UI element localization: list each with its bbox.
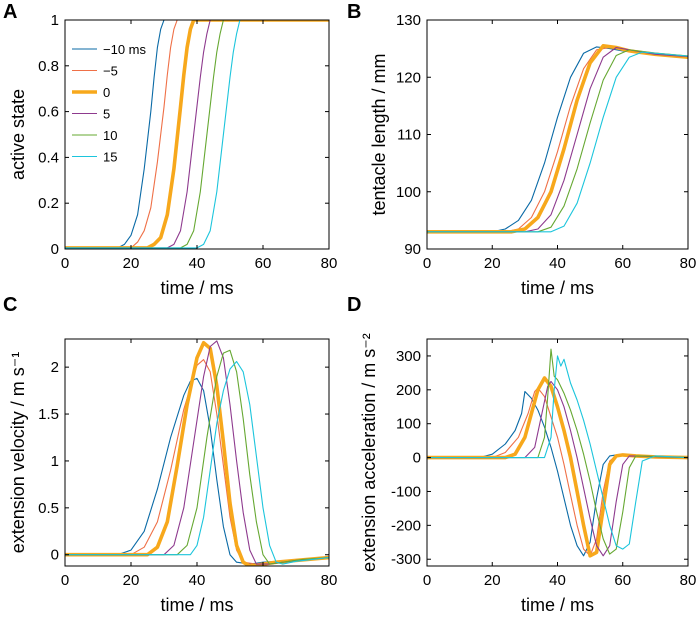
series-line-2 xyxy=(427,376,688,558)
x-tick-label: 20 xyxy=(123,255,140,272)
x-axis-label: time / ms xyxy=(160,595,233,615)
panel-label: A xyxy=(3,1,17,23)
x-tick-label: 80 xyxy=(680,255,697,272)
series-line-2 xyxy=(65,20,329,249)
legend-label: −5 xyxy=(103,64,118,79)
series-line-3 xyxy=(427,46,688,233)
series-line-3 xyxy=(427,380,688,557)
x-tick-label: 40 xyxy=(189,255,206,272)
series-line-1 xyxy=(427,46,688,233)
y-axis-label: extension acceleration / m s⁻² xyxy=(359,333,379,572)
y-tick-label: 1 xyxy=(51,453,59,470)
panel-b: B 0 20 40 60 80 90 100 110 120 130 time / ms tentacl… xyxy=(347,1,696,298)
panel-label: C xyxy=(3,294,17,316)
series-line-5 xyxy=(427,51,688,233)
panel-label: B xyxy=(347,1,361,23)
y-tick-label: 300 xyxy=(396,348,421,365)
x-tick-label: 40 xyxy=(549,572,566,589)
x-tick-label: 0 xyxy=(423,572,431,589)
x-tick-label: 40 xyxy=(189,572,206,589)
legend-label: 10 xyxy=(103,128,117,143)
y-tick-label: -100 xyxy=(391,483,421,500)
series-group xyxy=(427,44,688,234)
series-line-2 xyxy=(427,44,688,234)
series-line-0 xyxy=(427,46,688,233)
y-tick-label: 200 xyxy=(396,382,421,399)
y-tick-label: 0 xyxy=(51,547,59,564)
legend-label: 5 xyxy=(103,107,110,122)
y-axis-label: active state xyxy=(8,89,28,180)
y-tick-label: 2 xyxy=(51,359,59,376)
y-tick-label: -200 xyxy=(391,517,421,534)
y-axis-label: extension velocity / m s⁻¹ xyxy=(8,352,28,554)
series-group xyxy=(65,340,329,566)
axes-frame xyxy=(426,338,689,567)
y-tick-label: 100 xyxy=(396,184,421,201)
y-tick-label: -300 xyxy=(391,551,421,568)
series-line-1 xyxy=(65,359,329,565)
y-tick-label: 0 xyxy=(413,450,421,467)
panel-c: C 0 20 40 60 80 0 0.5 1 1.5 2 time / ms extension ve… xyxy=(3,294,337,615)
legend: −10 ms −5 0 5 10 15 xyxy=(72,42,146,165)
series-line-4 xyxy=(65,349,329,565)
x-tick-label: 60 xyxy=(255,255,272,272)
y-tick-label: 0.8 xyxy=(38,58,59,75)
y-tick-label: 0.4 xyxy=(38,149,59,166)
y-tick-label: 130 xyxy=(396,12,421,29)
x-axis-label: time / ms xyxy=(160,278,233,298)
series-line-3 xyxy=(65,20,329,249)
series-line-4 xyxy=(427,49,688,233)
x-tick-label: 0 xyxy=(61,255,69,272)
series-line-4 xyxy=(427,348,688,555)
series-line-2 xyxy=(65,341,329,566)
y-tick-label: 1 xyxy=(51,12,59,29)
x-tick-label: 0 xyxy=(423,255,431,272)
y-axis-label: tentacle length / mm xyxy=(369,53,389,215)
axes-frame xyxy=(64,338,330,567)
series-line-0 xyxy=(65,377,329,565)
x-tick-label: 80 xyxy=(321,255,338,272)
series-group xyxy=(427,348,688,558)
panel-label: D xyxy=(347,294,361,316)
x-axis-label: time / ms xyxy=(521,595,594,615)
y-tick-label: 100 xyxy=(396,416,421,433)
x-tick-label: 60 xyxy=(255,572,272,589)
y-tick-label: 0 xyxy=(51,241,59,258)
y-tick-label: 0.5 xyxy=(38,500,59,517)
x-tick-label: 20 xyxy=(484,255,501,272)
y-tick-label: 110 xyxy=(397,127,421,144)
y-tick-label: 120 xyxy=(396,69,421,86)
x-tick-label: 80 xyxy=(680,572,697,589)
x-tick-label: 40 xyxy=(549,255,566,272)
series-line-5 xyxy=(65,20,329,249)
x-tick-label: 20 xyxy=(484,572,501,589)
series-line-4 xyxy=(65,20,329,249)
y-tick-label: 0.6 xyxy=(38,104,59,121)
x-tick-label: 60 xyxy=(614,255,631,272)
series-line-5 xyxy=(65,360,329,565)
panel-a: A 0 20 40 60 80 0 0.2 0.4 0.6 0.8 1 time / ms active … xyxy=(3,1,337,298)
legend-label: 15 xyxy=(103,150,117,165)
x-tick-label: 80 xyxy=(321,572,338,589)
series-line-5 xyxy=(427,355,688,550)
x-tick-label: 60 xyxy=(614,572,631,589)
y-tick-label: 1.5 xyxy=(38,406,59,423)
y-tick-label: 0.2 xyxy=(38,195,59,212)
series-group xyxy=(65,20,329,249)
x-tick-label: 0 xyxy=(61,572,69,589)
series-line-0 xyxy=(427,390,688,557)
x-axis-label: time / ms xyxy=(521,278,594,298)
panel-d: D 0 20 40 60 80 -300 -200 -100 0 100 200 300 time / m… xyxy=(347,294,696,615)
series-line-1 xyxy=(65,20,329,249)
series-line-0 xyxy=(65,20,329,249)
series-line-3 xyxy=(65,340,329,565)
legend-label: −10 ms xyxy=(103,42,146,57)
legend-label: 0 xyxy=(103,85,110,100)
y-tick-label: 90 xyxy=(404,241,421,258)
x-tick-label: 20 xyxy=(123,572,140,589)
